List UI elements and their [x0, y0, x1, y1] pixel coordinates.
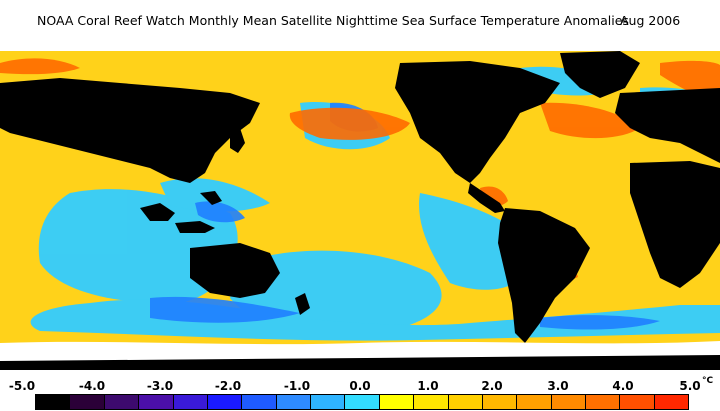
scale-swatch	[173, 395, 208, 409]
scale-swatch	[70, 395, 105, 409]
africa	[630, 161, 720, 288]
scale-swatch	[379, 395, 415, 409]
scale-swatch	[345, 395, 380, 409]
color-scale: -5.0 -4.0 -3.0 -2.0 -1.0 0.0 1.0 2.0 3.0…	[0, 372, 720, 411]
new-zealand	[295, 293, 310, 315]
scale-swatch	[104, 395, 140, 409]
eurasia	[615, 88, 720, 163]
map-date: Aug 2006	[620, 13, 681, 28]
scale-label: -4.0	[78, 379, 106, 393]
scale-unit: °C	[702, 376, 714, 386]
scale-label: 5.0	[679, 379, 701, 393]
asia	[0, 78, 260, 183]
scale-swatch	[620, 395, 655, 409]
scale-swatch	[586, 395, 621, 409]
south-america	[498, 208, 590, 343]
scale-label: -5.0	[8, 379, 36, 393]
scale-swatch	[242, 395, 277, 409]
color-scale-bar	[35, 394, 689, 410]
scale-labels: -5.0 -4.0 -3.0 -2.0 -1.0 0.0 1.0 2.0 3.0…	[0, 376, 720, 393]
central-america	[468, 183, 505, 213]
scale-swatch	[311, 395, 346, 409]
indonesia	[140, 203, 175, 221]
scale-label: -3.0	[146, 379, 174, 393]
north-america	[395, 61, 560, 183]
australia	[190, 243, 280, 298]
scale-label: 1.0	[417, 379, 439, 393]
scale-swatch	[448, 395, 483, 409]
map-title: NOAA Coral Reef Watch Monthly Mean Satel…	[37, 13, 629, 28]
scale-label: 2.0	[481, 379, 503, 393]
scale-label: -2.0	[214, 379, 242, 393]
scale-label: 3.0	[547, 379, 569, 393]
scale-swatch	[207, 395, 243, 409]
continents	[0, 51, 720, 370]
scale-swatch	[139, 395, 174, 409]
scale-swatch	[36, 395, 71, 409]
greenland	[560, 51, 640, 98]
scale-swatch	[551, 395, 586, 409]
scale-swatch	[414, 395, 449, 409]
scale-label: 0.0	[349, 379, 371, 393]
sst-anomaly-map	[0, 43, 720, 370]
scale-swatch	[482, 395, 518, 409]
scale-label: -1.0	[283, 379, 311, 393]
polar-ice	[0, 43, 720, 361]
scale-label: 4.0	[612, 379, 634, 393]
scale-swatch	[654, 395, 689, 409]
scale-swatch	[517, 395, 552, 409]
map-title-bar: NOAA Coral Reef Watch Monthly Mean Satel…	[0, 13, 720, 31]
japan	[230, 128, 245, 153]
scale-swatch	[276, 395, 311, 409]
